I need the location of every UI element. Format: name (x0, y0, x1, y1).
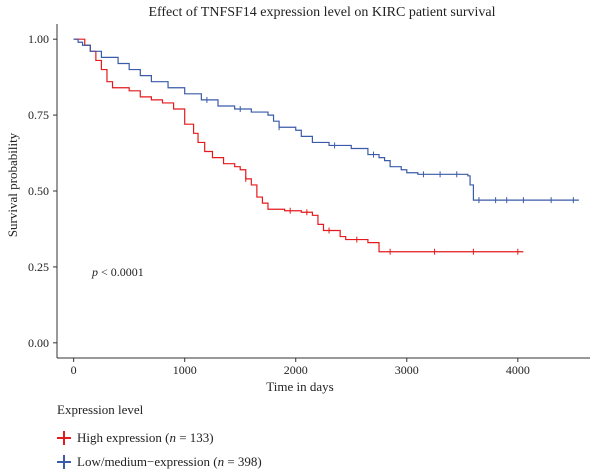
y-axis-ticks: 0.00 0.25 0.50 0.75 1.00 (28, 32, 57, 350)
legend-label-low: Low/medium−expression (n = 398) (77, 454, 262, 469)
legend: Expression level High expression (n = 13… (57, 402, 262, 474)
legend-series-name: Low/medium−expression (77, 454, 210, 469)
survival-curves (73, 38, 579, 255)
x-axis-ticks: 0 1000 2000 3000 4000 (71, 358, 530, 377)
legend-label-high: High expression (n = 133) (77, 430, 214, 445)
y-tick-label: 0.00 (28, 336, 49, 350)
plot-area (56, 24, 590, 359)
legend-n-value: = 398 (224, 454, 258, 469)
legend-n-value: = 133 (175, 430, 210, 445)
x-axis-label: Time in days (266, 379, 333, 394)
legend-n-symbol: n (169, 430, 176, 445)
legend-n-symbol: n (217, 454, 225, 469)
p-value-annotation: p < 0.0001 (91, 265, 144, 279)
legend-item-low: Low/medium−expression (n = 398) (57, 450, 262, 474)
legend-item-high: High expression (n = 133) (57, 426, 262, 450)
x-tick-label: 0 (71, 363, 77, 377)
y-tick-label: 0.75 (28, 108, 49, 122)
chart-title: Effect of TNFSF14 expression level on KI… (148, 5, 495, 20)
legend-title: Expression level (57, 402, 144, 417)
legend-series-name: High expression (77, 430, 162, 445)
y-axis-label: Survival probability (5, 132, 20, 237)
y-tick-label: 0.50 (28, 184, 49, 198)
survival-curve-low (73, 38, 579, 201)
p-value-text: < 0.0001 (98, 265, 144, 279)
x-tick-label: 2000 (284, 363, 308, 377)
cross-icon (57, 431, 71, 445)
x-tick-label: 4000 (506, 363, 530, 377)
cross-icon (57, 455, 71, 469)
x-tick-label: 1000 (173, 363, 197, 377)
p-value-symbol: p (91, 265, 98, 279)
x-tick-label: 3000 (395, 363, 419, 377)
y-tick-label: 0.25 (28, 260, 49, 274)
survival-curve-high (73, 38, 524, 253)
y-tick-label: 1.00 (28, 32, 49, 46)
